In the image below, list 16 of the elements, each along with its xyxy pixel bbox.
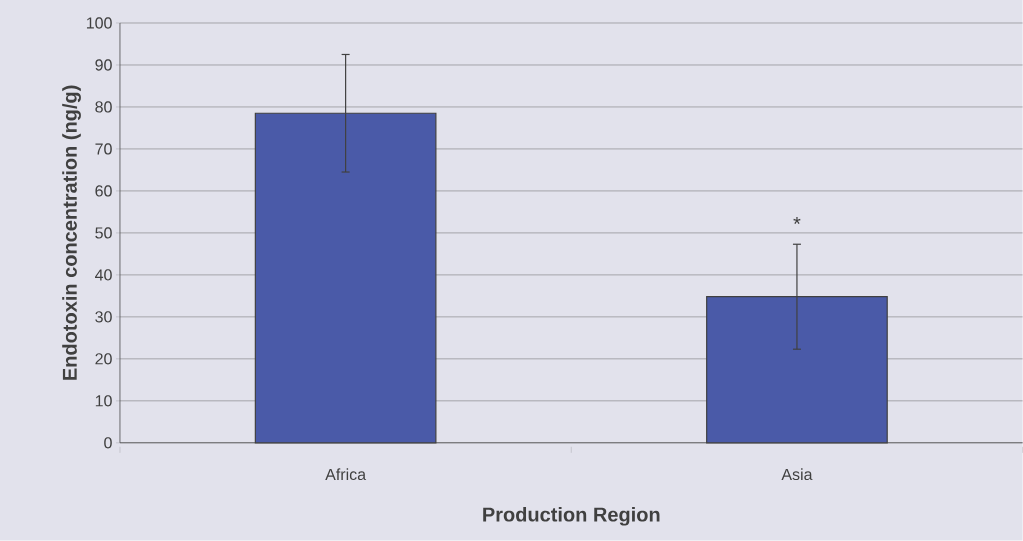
annotation: * — [793, 217, 801, 225]
y-tick-label: 70 — [95, 143, 112, 155]
y-tick-label: 20 — [95, 353, 112, 365]
y-tick-label: 100 — [86, 17, 112, 29]
y-tick-label: 50 — [95, 227, 112, 239]
y-tick-label: 30 — [95, 311, 112, 323]
y-tick-label: 90 — [95, 59, 112, 71]
y-axis-title: Endotoxin concentration (ng/g) — [62, 85, 81, 380]
y-tick-label: 40 — [95, 269, 112, 281]
y-tick-label: 0 — [104, 437, 112, 449]
y-tick-label: 60 — [95, 185, 112, 197]
y-tick-label: 80 — [95, 101, 112, 113]
x-tick-label: Africa — [325, 468, 367, 481]
x-axis-title: Production Region — [483, 507, 660, 526]
y-tick-label: 10 — [95, 395, 112, 407]
x-tick-label: Asia — [781, 468, 813, 481]
